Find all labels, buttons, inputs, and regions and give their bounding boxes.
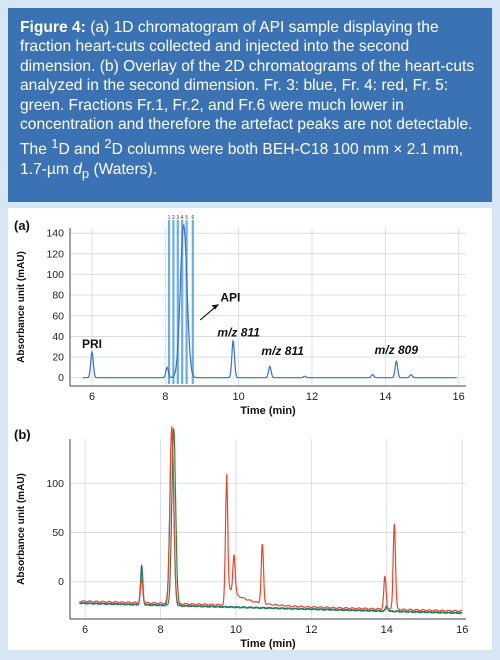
trace-fraction-fr4_red [79, 426, 463, 613]
figure-panel: 0 20 40 60 80 100 120 140 6 8 10 12 14 16 Time (min) Ab… [8, 208, 492, 650]
trace-api-sample [82, 223, 457, 379]
x-tick-label: 14 [381, 624, 393, 636]
caption-text: (a) 1D chromatogram of API sample displa… [20, 19, 475, 159]
x-tick-label: 10 [233, 391, 245, 403]
y-tick-label: 100 [46, 478, 64, 490]
y-axis-title: Absorbance unit (mAU) [16, 251, 27, 363]
x-tick-label: 12 [306, 391, 318, 403]
peak-annotation: m/z 811 [217, 325, 260, 339]
peak-annotation: PRI [82, 337, 102, 351]
caption-tail: (Waters). [89, 161, 157, 179]
caption-label: Figure 4: [20, 19, 86, 36]
x-tick-label: 8 [162, 391, 168, 403]
x-tick-label: 12 [305, 624, 317, 636]
y-tick-label: 50 [52, 527, 64, 539]
x-tick-label: 6 [82, 624, 88, 636]
api-arrow-head [211, 304, 219, 310]
caption-sub-p: p [81, 166, 90, 182]
y-tick-label: 140 [46, 228, 64, 240]
y-tick-label: 0 [58, 576, 64, 588]
heartcut-label: 3 [176, 215, 179, 221]
heartcut-label: 2 [172, 215, 175, 221]
heartcut-label: 5 [185, 215, 188, 221]
panel-label-b: (b) [14, 427, 31, 442]
trace-fraction-fr5_green [79, 428, 463, 615]
x-tick-label: 6 [89, 391, 95, 403]
panel-label-a: (a) [14, 218, 30, 233]
x-tick-label: 16 [453, 391, 465, 403]
figure-caption: Figure 4: (a) 1D chromatogram of API sam… [8, 8, 492, 202]
x-tick-label: 8 [157, 624, 163, 636]
x-tick-label: 10 [230, 624, 242, 636]
x-axis-title: Time (min) [240, 405, 296, 417]
heartcut-label: 4 [181, 215, 184, 221]
y-tick-label: 80 [52, 290, 64, 302]
caption-text-mid2: D columns were both BEH-C18 100 mm × 2.1… [20, 141, 464, 179]
x-axis-title: Time (min) [240, 638, 296, 650]
y-tick-label: 40 [52, 331, 64, 343]
y-axis-title: Absorbance unit (mAU) [16, 473, 27, 585]
y-tick-label: 0 [58, 372, 64, 384]
caption-sup-1: 1 [51, 136, 59, 152]
heartcut-label: 1 [168, 215, 171, 221]
trace-fraction-fr3_blue [79, 428, 463, 615]
caption-sup-2: 2 [104, 136, 112, 152]
peak-annotation: m/z 809 [375, 343, 419, 357]
y-tick-label: 20 [52, 352, 64, 364]
peak-annotation: API [220, 290, 240, 304]
y-tick-label: 120 [46, 248, 64, 260]
y-tick-label: 100 [46, 269, 64, 281]
peak-annotation: m/z 811 [261, 344, 304, 358]
x-tick-label: 16 [456, 624, 468, 636]
caption-text-mid1: D and [58, 141, 105, 159]
heartcut-label: 6 [191, 215, 194, 221]
chromatogram-b: 0 50 100 6 8 10 12 14 16 Time (min) Absorbance uni… [14, 426, 468, 650]
x-tick-label: 14 [379, 391, 391, 403]
y-tick-label: 60 [52, 310, 64, 322]
caption-d: d [73, 161, 82, 179]
